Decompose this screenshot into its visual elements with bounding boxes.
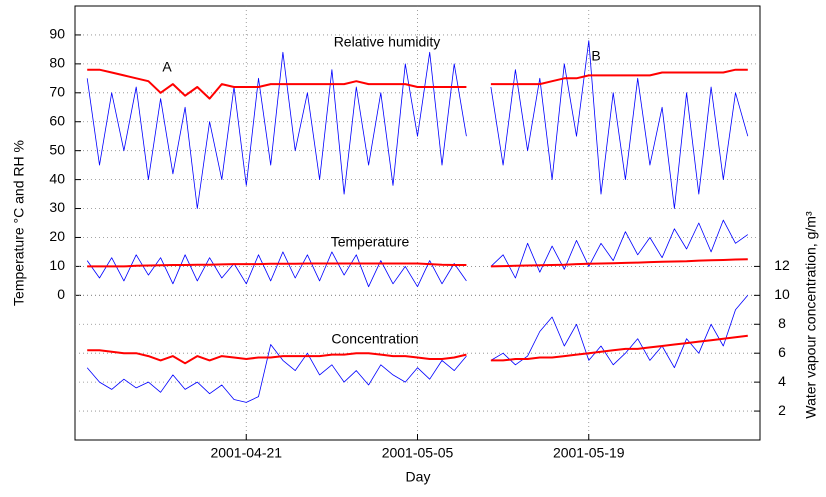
- y-axis-label: Temperature °C and RH %: [11, 140, 27, 306]
- series-line: [86, 40, 749, 209]
- annotation: Concentration: [331, 331, 418, 347]
- y-tick-label: 70: [49, 84, 65, 100]
- annotation: B: [591, 48, 600, 64]
- y-tick-label: 10: [49, 257, 65, 273]
- annotation: Temperature: [331, 234, 410, 250]
- y-tick-label: 30: [49, 199, 65, 215]
- y-tick-label: 80: [49, 55, 65, 71]
- series-line: [87, 334, 748, 365]
- x-axis-label: Day: [406, 469, 431, 485]
- y-tick-label: 20: [49, 228, 65, 244]
- series-line: [86, 219, 749, 288]
- y2-tick-label: 8: [778, 315, 786, 331]
- y2-tick-label: 12: [774, 257, 790, 273]
- series-line: [86, 295, 749, 403]
- y-tick-label: 40: [49, 170, 65, 186]
- x-tick-label: 2001-05-05: [382, 445, 454, 461]
- y2-tick-label: 10: [774, 286, 790, 302]
- y2-tick-label: 6: [778, 344, 786, 360]
- annotation: Relative humidity: [334, 34, 441, 50]
- y-tick-label: 50: [49, 141, 65, 157]
- x-tick-label: 2001-05-19: [553, 445, 625, 461]
- series-line: [87, 258, 748, 268]
- y2-tick-label: 4: [778, 373, 786, 389]
- y-tick-label: 90: [49, 26, 65, 42]
- y2-tick-label: 2: [778, 402, 786, 418]
- x-tick-label: 2001-04-21: [210, 445, 282, 461]
- y-tick-label: 0: [57, 286, 65, 302]
- annotation: A: [162, 59, 172, 75]
- series-line: [87, 68, 748, 100]
- y2-axis-label: Water vapour concentration, g/m³: [803, 211, 819, 419]
- y-tick-label: 60: [49, 112, 65, 128]
